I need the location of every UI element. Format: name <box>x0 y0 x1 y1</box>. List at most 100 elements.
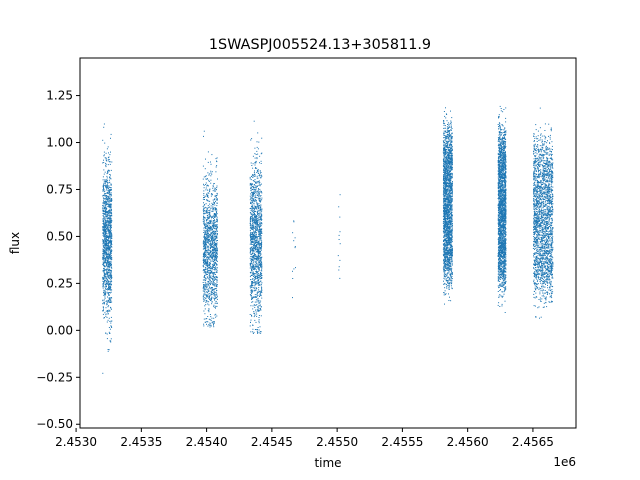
scatter-point <box>105 266 107 268</box>
scatter-point <box>259 264 261 266</box>
scatter-point <box>203 202 204 204</box>
scatter-point <box>249 285 251 287</box>
scatter-point <box>210 232 212 234</box>
scatter-point <box>214 260 215 261</box>
scatter-point <box>448 289 450 290</box>
scatter-point <box>251 197 253 199</box>
scatter-point <box>102 277 104 279</box>
scatter-point <box>251 176 252 177</box>
scatter-point <box>253 268 255 270</box>
scatter-point <box>215 232 217 234</box>
scatter-point <box>110 210 112 212</box>
scatter-point <box>250 241 252 243</box>
scatter-point <box>105 251 106 253</box>
scatter-point <box>257 211 259 213</box>
scatter-point <box>252 265 254 266</box>
scatter-point <box>209 211 211 213</box>
scatter-point <box>204 196 206 198</box>
scatter-point <box>258 214 260 216</box>
scatter-point <box>209 191 211 192</box>
scatter-point <box>339 231 341 233</box>
scatter-point <box>451 259 453 261</box>
scatter-point <box>213 225 215 227</box>
scatter-point <box>105 258 107 260</box>
scatter-point <box>258 180 260 182</box>
scatter-point <box>253 190 255 192</box>
scatter-point <box>203 246 205 248</box>
scatter-point <box>255 275 257 277</box>
scatter-point <box>103 263 105 265</box>
scatter-point <box>212 321 214 323</box>
scatter-point <box>444 247 446 249</box>
scatter-point <box>109 181 111 183</box>
scatter-point <box>253 184 255 186</box>
scatter-point <box>255 304 257 306</box>
scatter-point <box>256 271 258 273</box>
scatter-point <box>106 271 108 273</box>
scatter-point <box>211 253 212 255</box>
scatter-point <box>103 302 105 304</box>
scatter-point <box>260 270 262 272</box>
scatter-point <box>203 291 205 293</box>
scatter-point <box>210 216 212 218</box>
scatter-point <box>446 287 448 289</box>
scatter-point <box>259 216 261 218</box>
scatter-point <box>251 236 253 238</box>
scatter-point <box>213 246 214 248</box>
scatter-point <box>206 178 208 180</box>
scatter-point <box>253 231 255 233</box>
scatter-point <box>109 186 110 188</box>
scatter-point <box>253 236 255 238</box>
scatter-point <box>109 297 111 299</box>
scatter-point <box>258 267 260 269</box>
scatter-point <box>204 285 206 287</box>
scatter-point <box>253 194 254 195</box>
scatter-point <box>104 227 106 229</box>
scatter-point <box>109 193 111 195</box>
scatter-point <box>207 172 209 174</box>
scatter-point <box>109 215 111 217</box>
scatter-point <box>214 271 216 273</box>
scatter-point <box>205 294 207 296</box>
scatter-point <box>256 304 258 306</box>
scatter-point <box>110 240 112 242</box>
scatter-point <box>103 201 105 203</box>
scatter-point <box>252 238 254 240</box>
scatter-point <box>106 237 108 238</box>
scatter-point <box>209 243 211 245</box>
scatter-point <box>102 250 104 252</box>
scatter-point <box>203 217 205 219</box>
scatter-point <box>111 246 113 248</box>
scatter-point <box>443 191 445 193</box>
scatter-point <box>212 257 214 259</box>
scatter-point <box>207 196 209 198</box>
scatter-point <box>107 266 109 268</box>
scatter-point <box>216 234 218 236</box>
scatter-point <box>206 224 208 226</box>
scatter-point <box>258 303 260 305</box>
scatter-point <box>443 220 445 222</box>
scatter-point <box>253 244 255 246</box>
scatter-point <box>252 155 254 157</box>
scatter-point <box>106 288 108 290</box>
scatter-point <box>249 325 251 327</box>
scatter-point <box>251 265 253 267</box>
scatter-point <box>215 300 217 302</box>
scatter-point <box>252 219 254 221</box>
scatter-point <box>208 216 210 218</box>
scatter-point <box>205 184 207 185</box>
scatter-point <box>254 175 256 177</box>
scatter-point <box>109 340 111 342</box>
scatter-point <box>108 309 110 311</box>
scatter-point <box>215 307 216 309</box>
scatter-point <box>102 313 104 315</box>
scatter-point <box>210 237 212 239</box>
scatter-point <box>106 310 108 311</box>
scatter-point <box>253 211 255 213</box>
scatter-point <box>104 226 106 228</box>
scatter-point <box>206 265 208 267</box>
scatter-point <box>443 187 445 189</box>
scatter-point <box>109 187 111 189</box>
scatter-point <box>447 259 449 261</box>
scatter-point <box>255 264 257 266</box>
